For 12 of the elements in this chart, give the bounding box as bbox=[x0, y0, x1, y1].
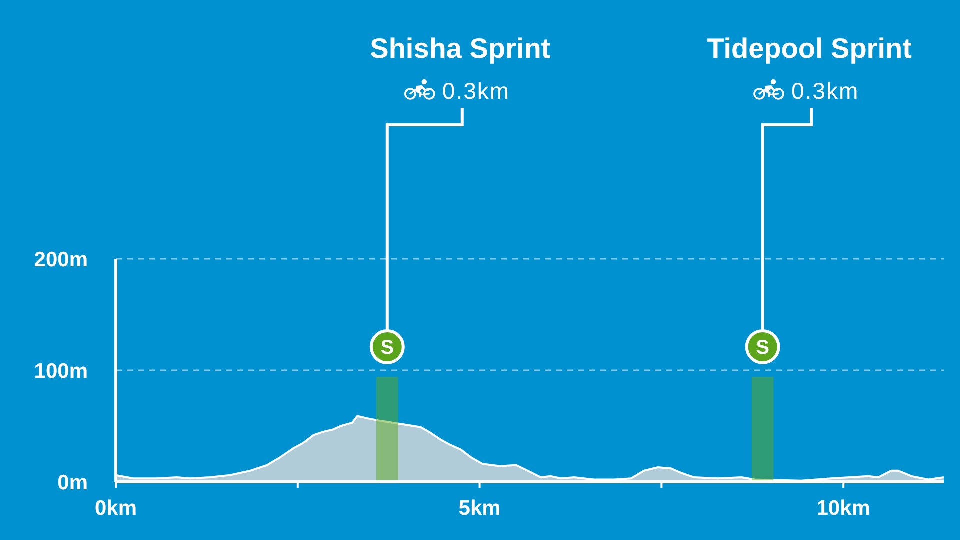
text: Tidepool Sprint bbox=[707, 33, 912, 64]
text: Shisha Sprint bbox=[370, 33, 551, 64]
x-tick-label: 0km bbox=[94, 496, 138, 520]
x-tick-label: 5km bbox=[458, 496, 501, 520]
y-tick-label: 0m bbox=[58, 471, 88, 494]
text: 0.3km bbox=[792, 78, 860, 104]
y-tick-label: 200m bbox=[34, 248, 88, 272]
x-tick-label: 10km bbox=[816, 496, 870, 520]
annotation: S bbox=[380, 337, 394, 359]
annotation: S bbox=[756, 337, 770, 359]
text: 0.3km bbox=[442, 78, 510, 104]
y-tick-label: 100m bbox=[34, 360, 88, 383]
